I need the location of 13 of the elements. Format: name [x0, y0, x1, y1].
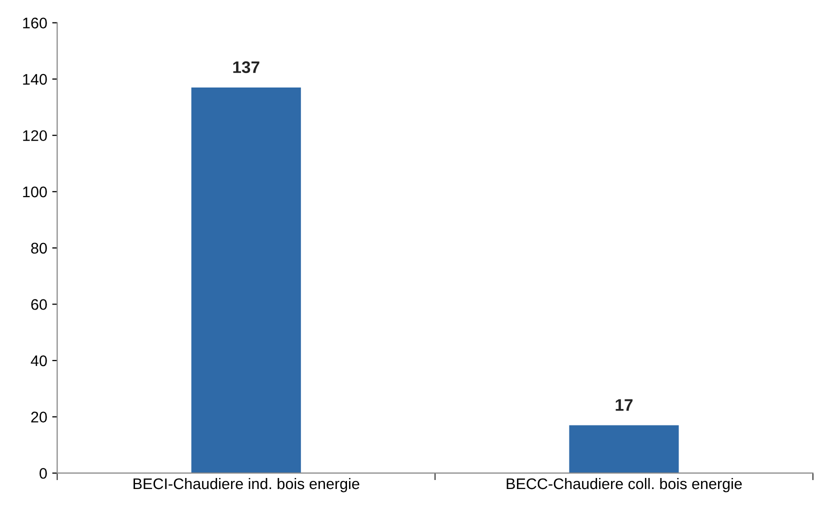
y-tick-label: 0: [40, 468, 47, 479]
y-tick-label: 100: [23, 186, 47, 198]
y-tick-label: 20: [31, 412, 47, 423]
x-tick-label: BECC-Chaudiere coll. bois energie: [506, 478, 742, 492]
data-label: 137: [233, 61, 260, 74]
y-tick-label: 140: [23, 74, 47, 85]
y-tick-label: 120: [23, 130, 47, 142]
y-tick-label: 160: [23, 18, 47, 28]
data-label: 17: [616, 399, 633, 411]
y-tick-label: 80: [31, 242, 47, 254]
y-tick-label: 60: [31, 299, 47, 310]
y-tick-label: 40: [30, 355, 47, 366]
x-tick-label: BECI-Chaudiere ind. bois energie: [134, 478, 360, 492]
